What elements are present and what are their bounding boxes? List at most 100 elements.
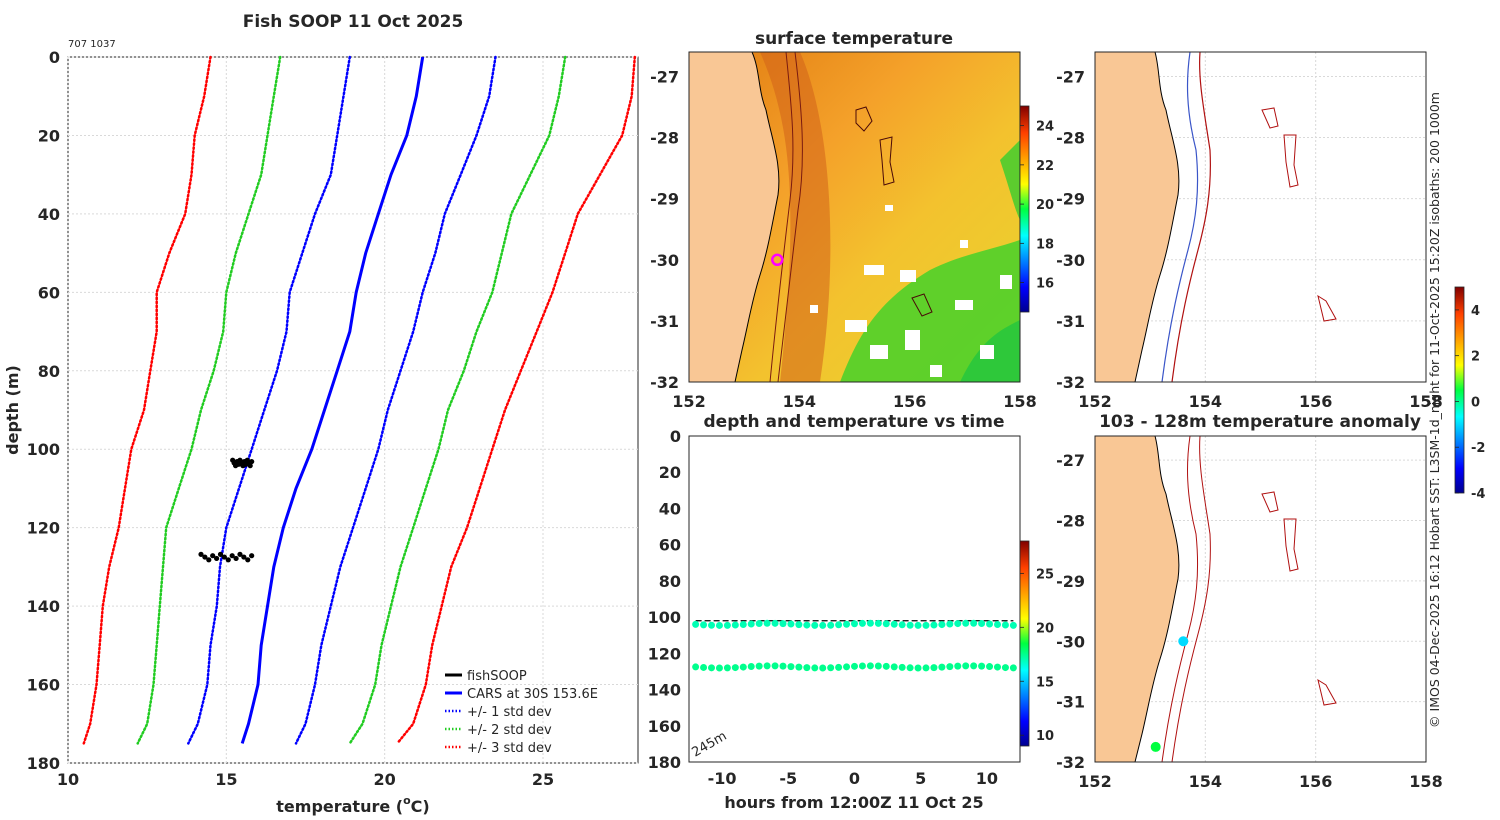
profile-series-std-dev-6 (396, 55, 637, 745)
depth-time-y-tick-label: 60 (659, 536, 681, 555)
legend-label: CARS at 30S 153.6E (467, 687, 598, 702)
sst-x-tick-label: 154 (783, 392, 816, 411)
depth-time-track-point (851, 620, 858, 628)
depth-time-track-point (795, 663, 803, 671)
depth-time-y-tick-label: 100 (648, 608, 681, 627)
depth-time-track-point (1009, 664, 1017, 672)
sst-image (689, 52, 1020, 382)
depth-time-track-point (858, 619, 866, 627)
depth-time-track-point (787, 663, 795, 671)
sst-isobath-1000 (777, 52, 803, 382)
anomaly-map-seamount-2 (1283, 518, 1299, 572)
profile-y-tick-label: 20 (38, 126, 60, 145)
depth-time-track-point (731, 664, 739, 672)
depth-time-track-point (708, 664, 716, 672)
anomaly-map-tick-labels: 152 154 156 158 -27 -28 -29 -30 -31 -32 (1056, 451, 1443, 791)
depth-time-track-point (803, 664, 811, 672)
isobath-1000m-line (1171, 52, 1211, 382)
depth-time-track-point (715, 664, 723, 672)
depth-time-track-point (882, 620, 890, 628)
depth-time-y-tick-label: 0 (670, 427, 681, 446)
depth-time-track-point (803, 621, 811, 629)
profile-y-axis-label: depth (m) (3, 365, 22, 455)
legend-label: +/- 1 std dev (467, 705, 552, 720)
fishsoop-point (202, 554, 208, 560)
surface-temperature-panel: 152 154 156 158 -27 -28 -29 -30 -31 -32 surface t… (650, 29, 1054, 411)
depth-time-x-tick-label: -5 (779, 769, 797, 788)
anomaly-colorbar-tick-label: 0 (1471, 395, 1480, 410)
anomaly-map-x-tick-label: 158 (1409, 772, 1442, 791)
profile-y-tick-label: 40 (38, 205, 60, 224)
depth-time-x-tick-label: 0 (849, 769, 860, 788)
fishsoop-data (198, 457, 255, 563)
depth-time-track-point (700, 621, 708, 629)
depth-time-colorbar-gradient (1019, 540, 1030, 747)
isobath-map-panel: 152 154 156 158 -27 -28 -29 -30 -31 -32 (1056, 51, 1443, 411)
depth-time-x-tick-label: -10 (708, 769, 737, 788)
depth-time-track-point (993, 663, 1001, 671)
depth-time-track-point (962, 662, 970, 670)
depth-time-track-point (1001, 664, 1009, 672)
profile-series-std-dev-5 (82, 55, 212, 745)
sst-x-tick-label: 152 (672, 392, 705, 411)
depth-time-track-point (874, 662, 882, 670)
credit-text: © IMOS 04-Dec-2025 16:12 Hobart SST: L3S… (1427, 92, 1442, 728)
isobath-map-y-tick-label: -32 (1056, 373, 1085, 392)
anomaly-colorbar-tick-label: 4 (1471, 304, 1480, 319)
vessel-position-marker (771, 253, 784, 267)
profile-title: Fish SOOP 11 Oct 2025 (243, 12, 464, 32)
anomaly-isobath-200m (1161, 436, 1199, 762)
isobath-map-y-tick-label: -30 (1056, 251, 1085, 270)
depth-time-track-point (771, 619, 779, 627)
anomaly-isobath-1000m (1171, 436, 1211, 762)
depth-time-track-point (1009, 621, 1017, 629)
depth-time-axes-box (688, 435, 1021, 763)
sst-seamount-1 (855, 106, 873, 132)
depth-time-track-point (930, 621, 938, 629)
depth-time-track-point (747, 620, 755, 628)
profile-y-tick-label: 0 (49, 48, 60, 67)
fishsoop-point (206, 557, 212, 563)
sst-y-tick-label: -28 (650, 129, 679, 148)
depth-time-x-tick-label: 5 (915, 769, 926, 788)
isobath-map-x-tick-label: 156 (1299, 392, 1332, 411)
depth-time-colorbar-tick-label: 20 (1036, 621, 1054, 636)
depth-time-track-point (692, 620, 700, 628)
depth-time-track-point (938, 663, 946, 671)
depth-time-track-point (882, 662, 890, 670)
depth-time-y-tick-label: 160 (648, 717, 681, 736)
isobath-map-seamount-3 (1317, 294, 1337, 322)
depth-time-track-point (858, 662, 866, 670)
temperature-profile-panel: 10 15 20 25 0 20 40 60 80 100 120 140 160 180 Fish SO… (3, 12, 639, 816)
fishsoop-point (210, 553, 216, 559)
profile-x-axis-label-main: temperature ( (276, 797, 403, 816)
anomaly-map-y-tick-label: -32 (1056, 753, 1085, 772)
sst-title: surface temperature (755, 29, 953, 49)
depth-time-track-point (708, 621, 716, 629)
fishsoop-point (217, 551, 224, 557)
depth-time-track-point (692, 663, 700, 671)
depth-time-track-point (700, 663, 708, 671)
profile-y-tick-label: 60 (38, 283, 60, 302)
anomaly-title: 103 - 128m temperature anomaly (1099, 412, 1421, 432)
sst-seamount-2 (879, 136, 895, 186)
depth-time-x-tick-label: 10 (976, 769, 998, 788)
anomaly-map-seamount-1 (1261, 491, 1279, 513)
anomaly-colorbar: 4 2 0 -2 -4 (1454, 286, 1485, 502)
isobath-map-y-tick-label: -31 (1056, 312, 1085, 331)
depth-time-track-point (747, 663, 755, 671)
sst-colorbar-gradient (1019, 105, 1030, 313)
depth-time-track-point (890, 663, 898, 671)
depth-time-track-point (787, 620, 795, 628)
depth-time-track-point (715, 621, 723, 629)
anomaly-map-x-tick-label: 156 (1299, 772, 1332, 791)
depth-time-track-point (835, 663, 843, 671)
depth-time-track-point (986, 620, 994, 628)
depth-time-tracks (692, 619, 1017, 672)
depth-time-track-point (779, 620, 787, 628)
sst-y-tick-label: -27 (650, 67, 679, 86)
isobath-map-y-tick-label: -27 (1056, 67, 1085, 86)
legend-label: fishSOOP (467, 669, 527, 684)
sst-x-tick-label: 158 (1003, 392, 1036, 411)
sst-current-core (760, 52, 831, 382)
